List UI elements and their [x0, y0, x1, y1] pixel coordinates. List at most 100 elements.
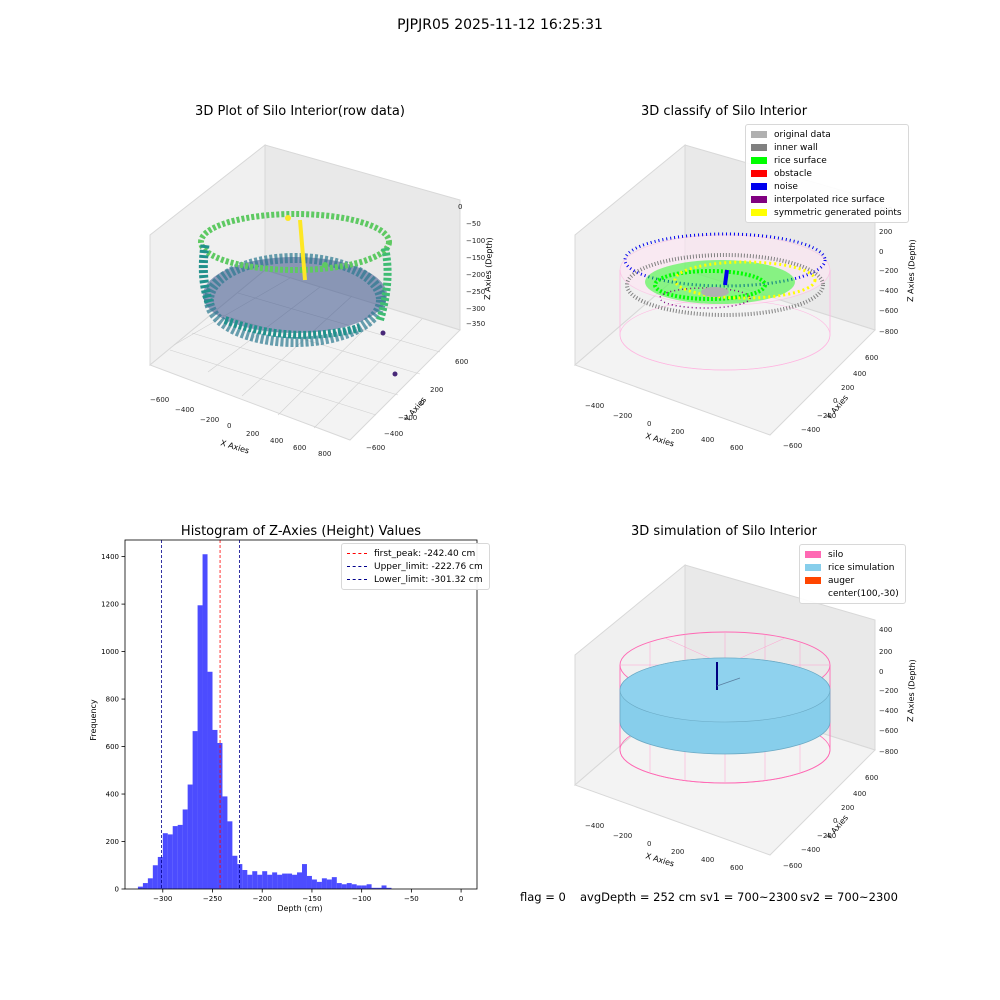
y-tick-label: 0	[115, 886, 119, 894]
svg-text:−800: −800	[879, 328, 898, 336]
svg-text:200: 200	[879, 228, 892, 236]
histogram-bar	[162, 833, 168, 889]
svg-text:400: 400	[270, 437, 283, 445]
plot2-zlabel: Z Axies (Depth)	[906, 239, 917, 302]
svg-text:600: 600	[865, 774, 878, 782]
svg-text:800: 800	[318, 450, 331, 458]
histogram-bar	[242, 870, 248, 889]
legend-item-first-peak: first_peak: -242.40 cm	[347, 547, 483, 560]
svg-text:−200: −200	[613, 832, 632, 840]
histogram-bar	[147, 878, 153, 889]
histogram-bar	[137, 886, 143, 889]
histogram-bar	[172, 826, 178, 889]
histogram-bar	[157, 856, 163, 889]
plot4-legend: silo rice simulation auger center(100,-3…	[799, 544, 906, 604]
svg-text:−200: −200	[879, 267, 898, 275]
histogram-bar	[297, 872, 302, 889]
histogram-bar	[142, 883, 148, 889]
legend-item-symmetric: symmetric generated points	[751, 206, 902, 219]
legend-item-upper-limit: Upper_limit: -222.76 cm	[347, 560, 483, 573]
svg-text:−400: −400	[801, 426, 820, 434]
y-tick-label: 400	[106, 791, 119, 799]
histogram-bar	[192, 731, 198, 889]
histogram-bar	[371, 887, 377, 889]
histogram-bar	[287, 873, 293, 889]
histogram-bar	[227, 821, 233, 889]
histogram-ylabel: Frequency	[89, 699, 98, 741]
svg-text:600: 600	[865, 354, 878, 362]
plot2-legend: original data inner wall rice surface ob…	[745, 124, 909, 223]
legend-item-silo: silo	[805, 548, 899, 561]
x-tick-label: −300	[153, 895, 172, 903]
y-tick-label: 800	[106, 696, 119, 704]
legend-item-noise: noise	[751, 180, 902, 193]
svg-text:−150: −150	[466, 254, 485, 262]
legend-item-inner-wall: inner wall	[751, 141, 902, 154]
svg-text:−600: −600	[783, 862, 802, 870]
svg-text:200: 200	[879, 648, 892, 656]
svg-text:200: 200	[246, 430, 259, 438]
histogram-bar	[182, 809, 188, 889]
histogram-bar	[292, 874, 298, 889]
histogram-bar	[247, 874, 253, 889]
histogram-bar	[152, 865, 158, 889]
svg-text:−600: −600	[879, 307, 898, 315]
histogram-bar	[232, 855, 238, 889]
svg-text:400: 400	[879, 626, 892, 634]
plot1-title: 3D Plot of Silo Interior(row data)	[195, 104, 405, 119]
histogram-bar	[257, 874, 263, 889]
legend-item-lower-limit: Lower_limit: -301.32 cm	[347, 573, 483, 586]
plot1-scatter	[198, 211, 398, 377]
histogram-bar	[346, 883, 352, 889]
plot1-zlabel: Z Axies (Depth)	[483, 237, 494, 300]
y-tick-label: 1200	[101, 601, 119, 609]
svg-text:0: 0	[458, 203, 462, 211]
histogram-bar	[272, 872, 278, 889]
svg-text:−200: −200	[879, 687, 898, 695]
y-tick-label: 200	[106, 838, 119, 846]
svg-text:600: 600	[730, 444, 743, 452]
svg-text:−350: −350	[466, 320, 485, 328]
svg-text:600: 600	[730, 864, 743, 872]
histogram-bar	[341, 884, 347, 889]
histogram-bar	[267, 874, 273, 889]
histogram-bar	[187, 784, 193, 889]
histogram-chart: −300 −250 −200 −150 −100 −50 0 0 200 400 600 800 100…	[89, 539, 478, 913]
svg-text:−400: −400	[175, 406, 194, 414]
histogram-bar	[361, 885, 367, 889]
plot4-ticks: −400 −200 0 200 400 600 600 400 200 0 −200 −400 −…	[585, 626, 898, 872]
histogram-frame	[124, 539, 478, 890]
svg-text:0: 0	[647, 420, 651, 428]
svg-text:400: 400	[701, 436, 714, 444]
histogram-title: Histogram of Z-Axies (Height) Values	[180, 524, 422, 539]
svg-text:−400: −400	[384, 430, 403, 438]
histogram-bar	[321, 878, 327, 889]
svg-text:−800: −800	[879, 748, 898, 756]
svg-text:−200: −200	[466, 271, 485, 279]
legend-item-rice-surface: rice surface	[751, 154, 902, 167]
plot1-xlabel: X Axies	[219, 438, 250, 455]
histogram-bar	[316, 881, 322, 889]
plot2-scatter	[619, 232, 831, 371]
svg-text:−600: −600	[366, 444, 385, 452]
legend-item-center: center(100,-30)	[828, 588, 899, 599]
svg-text:200: 200	[430, 386, 443, 394]
svg-text:−200: −200	[613, 412, 632, 420]
histogram-bar	[381, 885, 387, 889]
svg-text:−400: −400	[585, 822, 604, 830]
x-tick-label: −200	[253, 895, 272, 903]
svg-text:−600: −600	[150, 396, 169, 404]
plot4-zlabel: Z Axies (Depth)	[906, 659, 917, 722]
legend-item-rice-simulation: rice simulation	[805, 561, 899, 574]
x-tick-label: −50	[404, 895, 419, 903]
svg-text:200: 200	[841, 804, 854, 812]
svg-text:200: 200	[671, 848, 684, 856]
svg-text:0: 0	[647, 840, 651, 848]
svg-text:200: 200	[841, 384, 854, 392]
histogram-bar	[252, 871, 258, 889]
plot1-3d-axes: −600 −400 −200 0 200 400 600 800 600 200 0 −200…	[149, 143, 494, 458]
svg-text:−200: −200	[398, 414, 417, 422]
histogram-bar	[366, 884, 372, 889]
histogram-bar	[306, 875, 312, 889]
svg-text:0: 0	[420, 399, 424, 407]
